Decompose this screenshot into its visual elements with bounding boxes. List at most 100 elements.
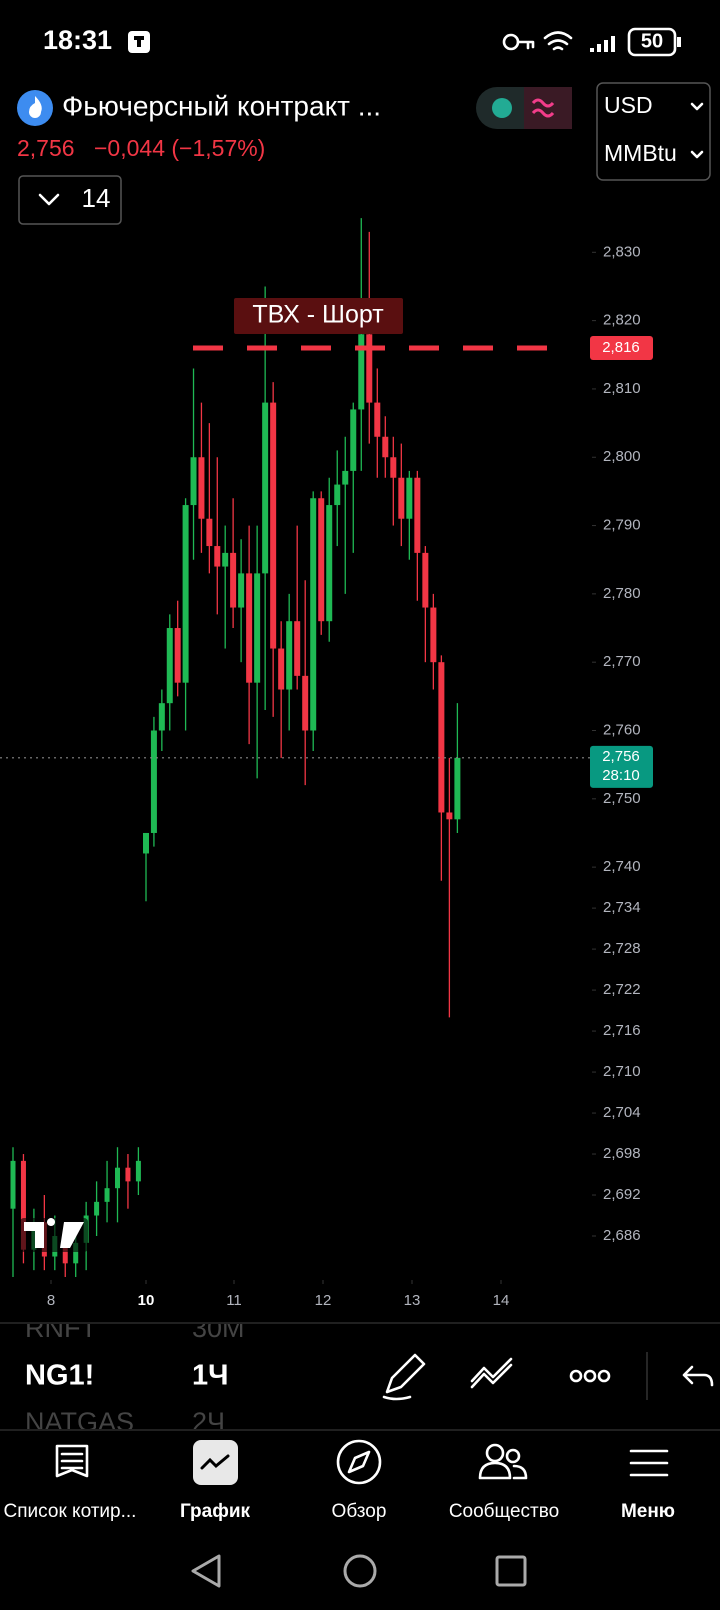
undo-button[interactable] xyxy=(682,1365,714,1387)
status-icons xyxy=(128,27,681,57)
candle-body xyxy=(125,1167,131,1182)
candle-body xyxy=(158,703,165,731)
interval[interactable]: 1Ч xyxy=(192,1360,229,1392)
toolbar xyxy=(382,1352,714,1401)
draw-tool[interactable] xyxy=(382,1353,426,1401)
y-tick-label: 2,722 xyxy=(603,981,641,998)
price-change: −0,044 (−1,57%) xyxy=(94,135,265,161)
y-tick-label: 2,770 xyxy=(603,653,641,670)
candle-body xyxy=(366,334,373,403)
currency[interactable]: USD xyxy=(604,92,653,118)
candle-body xyxy=(230,552,237,608)
symbol[interactable]: RNFT xyxy=(25,1313,97,1343)
home-button[interactable] xyxy=(343,1554,377,1588)
candle-body xyxy=(238,573,245,608)
candle-body xyxy=(104,1188,110,1202)
candle-body xyxy=(430,607,437,663)
axes: 2,830 2,820 2,810 2,800 2,790 2,780 2,770 2,760… xyxy=(47,243,653,1309)
y-tick-label: 2,790 xyxy=(603,517,641,534)
candle-body xyxy=(254,573,261,683)
symbol-picker[interactable]: RNFT 30М NG1! 1Ч NATGAS 2Ч xyxy=(25,1313,245,1437)
x-tick-label: 12 xyxy=(315,1292,332,1309)
nav-label[interactable]: Сообщество xyxy=(449,1501,559,1522)
unit[interactable]: MMBtu xyxy=(604,140,677,166)
candle-body xyxy=(278,648,285,690)
back-button[interactable] xyxy=(191,1554,221,1588)
candle-body xyxy=(294,621,301,676)
symbol[interactable]: NATGAS xyxy=(25,1407,134,1437)
candle-body xyxy=(214,546,221,567)
compare-tool[interactable] xyxy=(470,1357,513,1389)
nav-chart[interactable]: График xyxy=(180,1440,251,1522)
nav-label[interactable]: Обзор xyxy=(332,1501,387,1522)
candle-body xyxy=(406,477,413,519)
alert-price-tag xyxy=(590,335,653,360)
x-tick-label: 13 xyxy=(404,1292,421,1309)
interval[interactable]: 2Ч xyxy=(192,1407,225,1437)
y-tick-label: 2,728 xyxy=(603,940,641,957)
nav-menu[interactable]: Меню xyxy=(621,1449,675,1522)
nav-label[interactable]: Меню xyxy=(621,1501,675,1522)
recents-button[interactable] xyxy=(495,1555,527,1587)
nav-label[interactable]: График xyxy=(180,1501,251,1522)
candle-body xyxy=(374,402,381,437)
nav-watchlist[interactable]: Список котир... xyxy=(4,1444,137,1522)
symbol[interactable]: NG1! xyxy=(25,1360,94,1392)
candle-body xyxy=(166,628,173,704)
more-button[interactable] xyxy=(569,1369,611,1383)
y-tick-label: 2,740 xyxy=(603,858,641,875)
candle-body xyxy=(182,505,189,683)
indicators-button[interactable] xyxy=(18,175,122,225)
candle-body xyxy=(262,402,269,574)
tradingview-logo xyxy=(20,1218,88,1252)
last-price-tag xyxy=(590,745,653,788)
candle-body xyxy=(382,436,389,458)
y-tick-label: 2,704 xyxy=(603,1104,641,1121)
last-price-label: 2,756 xyxy=(602,748,640,765)
y-tick-label: 2,686 xyxy=(603,1227,641,1244)
candle-body xyxy=(302,675,309,731)
x-tick-label: 11 xyxy=(226,1292,242,1309)
candle-body xyxy=(446,812,453,820)
y-tick-label: 2,710 xyxy=(603,1063,641,1080)
nav-overview[interactable]: Обзор xyxy=(332,1439,387,1522)
y-tick-label: 2,820 xyxy=(603,312,641,329)
y-tick-label: 2,810 xyxy=(603,380,641,397)
candle-body xyxy=(246,573,253,683)
system-nav xyxy=(191,1554,527,1588)
candle-body xyxy=(198,457,205,519)
last-price: 2,756 xyxy=(17,135,75,161)
candle-body xyxy=(143,832,149,854)
candle-body xyxy=(115,1167,120,1189)
y-tick-label: 2,830 xyxy=(603,243,641,260)
y-tick-label: 2,780 xyxy=(603,585,641,602)
delay-icon xyxy=(531,98,555,118)
currency-unit-box[interactable] xyxy=(596,82,711,181)
candle-body xyxy=(398,477,405,519)
x-tick-label: 10 xyxy=(138,1292,155,1309)
y-tick-label: 2,800 xyxy=(603,448,641,465)
candle-body xyxy=(310,498,317,731)
market-open-dot xyxy=(492,98,512,118)
alert-label-bg xyxy=(234,297,403,334)
plot-area xyxy=(0,218,592,1277)
candle-body xyxy=(206,518,213,547)
interval[interactable]: 30М xyxy=(192,1313,245,1343)
x-tick-label: 8 xyxy=(47,1292,55,1309)
indicator-count[interactable]: 14 xyxy=(82,183,111,213)
battery-level: 50 xyxy=(641,30,663,52)
candle-body xyxy=(94,1201,100,1216)
nav-community[interactable]: Сообщество xyxy=(449,1443,559,1522)
candle-body xyxy=(286,621,293,690)
candle-body xyxy=(150,730,157,833)
y-tick-label: 2,716 xyxy=(603,1022,641,1039)
candle-body xyxy=(174,628,181,683)
y-tick-label: 2,692 xyxy=(603,1186,641,1203)
candle-body xyxy=(135,1160,141,1182)
symbol-title[interactable]: Фьючерсный контракт ... xyxy=(62,90,381,121)
nav-label[interactable]: Список котир... xyxy=(4,1501,137,1522)
clock: 18:31 xyxy=(43,25,112,55)
alert-label: ТВХ - Шорт xyxy=(252,301,384,329)
